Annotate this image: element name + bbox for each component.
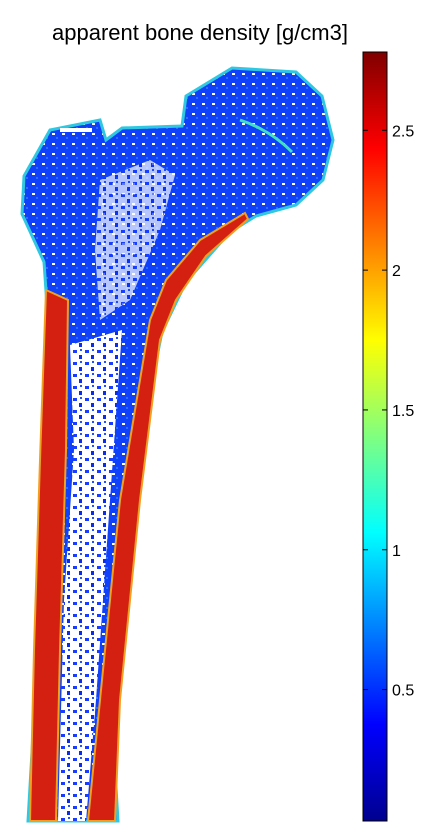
trabecular-patch: [95, 160, 175, 320]
gap: [60, 128, 92, 132]
head-ridge: [239, 118, 294, 154]
chart-title: apparent bone density [g/cm3]: [52, 20, 348, 45]
bone-image: [20, 66, 335, 823]
marrow: [58, 330, 122, 821]
tick-label: 2.5: [392, 123, 414, 140]
tick-label: 2: [392, 263, 401, 280]
tick-label: 0.5: [392, 683, 414, 700]
cortical-right: [86, 211, 250, 822]
tick-label: 1: [392, 543, 401, 560]
tick-label: 1.5: [392, 403, 414, 420]
colorbar: [362, 51, 388, 822]
colorbar-group: 0.5 1 1.5 2 2.5: [362, 51, 414, 822]
cortical-left: [28, 288, 70, 822]
